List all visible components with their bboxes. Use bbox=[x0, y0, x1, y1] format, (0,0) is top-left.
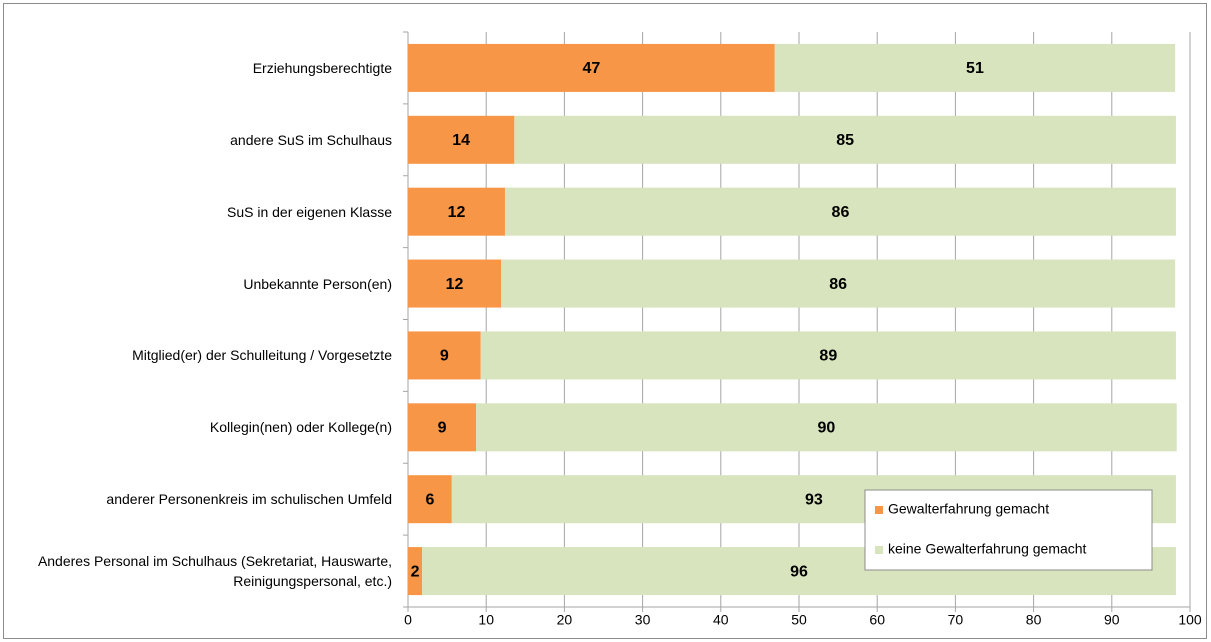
bar-segment bbox=[476, 403, 1177, 452]
bar-segment bbox=[408, 187, 505, 236]
x-tick-label: 50 bbox=[791, 612, 807, 628]
bar-segment bbox=[408, 331, 481, 380]
bar-segment bbox=[408, 43, 775, 92]
legend-swatch bbox=[875, 546, 883, 554]
y-tick-label: Kollegin(nen) oder Kollege(n) bbox=[209, 419, 392, 436]
bar-segment bbox=[774, 43, 1176, 92]
value-label: 12 bbox=[446, 276, 464, 293]
value-label: 89 bbox=[819, 348, 837, 365]
x-tick-label: 40 bbox=[713, 612, 729, 628]
value-label: 14 bbox=[452, 132, 470, 149]
x-tick-label: 80 bbox=[1026, 612, 1042, 628]
value-label: 85 bbox=[836, 132, 854, 149]
x-tick-label: 70 bbox=[948, 612, 964, 628]
bar-segment bbox=[480, 331, 1176, 380]
frame bbox=[3, 3, 1207, 639]
value-label: 47 bbox=[582, 60, 600, 77]
y-tick-label: Anderes Personal im Schulhaus (Sekretari… bbox=[37, 553, 392, 590]
value-label: 86 bbox=[829, 276, 847, 293]
x-tick-label: 20 bbox=[557, 612, 573, 628]
value-label: 93 bbox=[805, 491, 823, 508]
x-tick-label: 10 bbox=[478, 612, 494, 628]
value-label: 86 bbox=[832, 204, 850, 221]
bar-segment bbox=[408, 475, 452, 524]
value-label: 9 bbox=[440, 348, 449, 365]
y-tick-label: Unbekannte Person(en) bbox=[243, 275, 392, 292]
bar-segment bbox=[514, 115, 1176, 164]
x-tick-label: 100 bbox=[1178, 612, 1202, 628]
x-tick-label: 60 bbox=[869, 612, 885, 628]
bar-segment bbox=[501, 259, 1176, 308]
y-tick-label: andere SuS im Schulhaus bbox=[230, 131, 392, 148]
y-tick-label: SuS in der eigenen Klasse bbox=[227, 203, 392, 220]
legend-swatch bbox=[875, 506, 883, 514]
x-tick-label: 90 bbox=[1104, 612, 1120, 628]
bar-segment bbox=[504, 187, 1176, 236]
value-label: 2 bbox=[411, 563, 420, 580]
value-label: 96 bbox=[790, 563, 808, 580]
y-tick-label: Erziehungsberechtigte bbox=[252, 59, 392, 76]
legend-label: Gewalterfahrung gemacht bbox=[888, 501, 1049, 517]
bar-segment bbox=[408, 259, 502, 308]
value-label: 6 bbox=[425, 491, 434, 508]
y-tick-label: anderer Personenkreis im schulischen Umf… bbox=[106, 491, 392, 508]
bar-segment bbox=[408, 403, 477, 452]
legend-box bbox=[864, 489, 1153, 571]
value-label: 90 bbox=[817, 420, 835, 437]
x-tick-label: 0 bbox=[404, 612, 412, 628]
x-tick-label: 30 bbox=[635, 612, 651, 628]
value-label: 9 bbox=[438, 420, 447, 437]
bar-segment bbox=[408, 547, 423, 596]
y-tick-label: Mitglied(er) der Schulleitung / Vorgeset… bbox=[132, 347, 392, 364]
value-label: 51 bbox=[966, 60, 984, 77]
legend-label: keine Gewalterfahrung gemacht bbox=[888, 541, 1087, 557]
bar-segment bbox=[408, 115, 515, 164]
value-label: 12 bbox=[448, 204, 466, 221]
